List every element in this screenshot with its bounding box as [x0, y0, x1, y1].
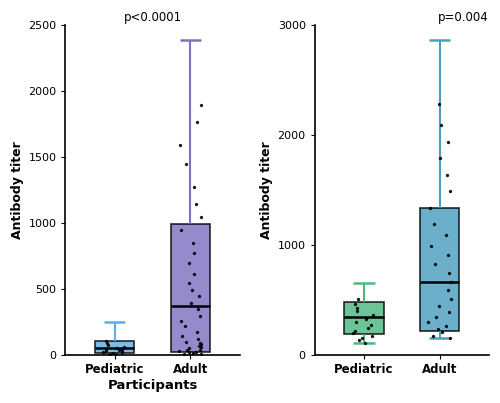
- Bar: [344, 302, 384, 334]
- X-axis label: Participants: Participants: [108, 379, 198, 392]
- Bar: [420, 208, 460, 331]
- Bar: [95, 341, 134, 353]
- Title: p<0.0001: p<0.0001: [124, 11, 182, 24]
- Y-axis label: Antibody titer: Antibody titer: [11, 141, 24, 239]
- Bar: [170, 224, 210, 352]
- Text: p=0.004: p=0.004: [438, 11, 489, 24]
- Y-axis label: Antibody titer: Antibody titer: [260, 141, 274, 239]
